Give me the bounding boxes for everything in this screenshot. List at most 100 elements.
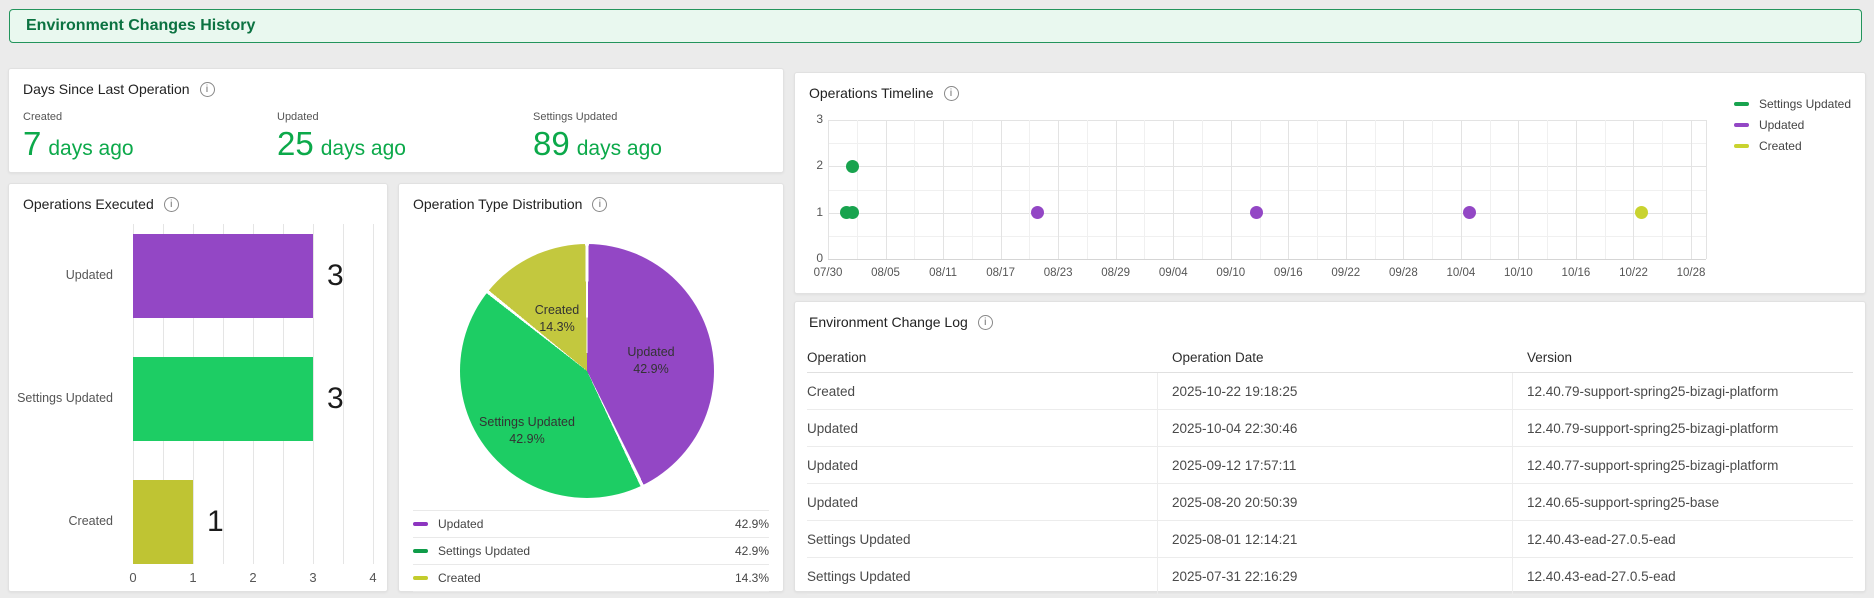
gridline: [1374, 120, 1376, 259]
bar-value-label: 3: [327, 259, 344, 292]
bar-settings-updated: [133, 357, 313, 441]
gridline: [343, 224, 344, 564]
gridline: [1115, 120, 1117, 259]
gridline: [1575, 120, 1577, 259]
pie-slice-pct: 42.9%: [509, 431, 545, 446]
timeline-legend: Settings Updated Updated Created: [1733, 97, 1851, 160]
gridline: [828, 189, 1706, 191]
page-title: Environment Changes History: [26, 17, 256, 34]
info-icon[interactable]: i: [943, 85, 959, 101]
legend-item-created: Created: [1733, 139, 1851, 153]
legend-label: Created: [438, 571, 481, 585]
version-cell: 12.40.79-support-spring25-bizagi-platfor…: [1512, 410, 1853, 446]
gridline: [828, 120, 829, 259]
timeline-point-updated: [1031, 206, 1045, 220]
table-header-row: Operation Operation Date Version: [807, 342, 1853, 373]
gridline: [1604, 120, 1606, 259]
gridline: [1403, 120, 1405, 259]
pie-slice-name: Settings Updated: [479, 415, 575, 429]
legend-label: Settings Updated: [438, 544, 531, 558]
gridline: [1317, 120, 1319, 259]
metric-value: 25 days ago: [277, 125, 406, 162]
legend-swatch: [413, 549, 428, 553]
operation-date-cell: 2025-08-01 12:14:21: [1157, 521, 1512, 557]
panel-environment-change-log: Environment Change Log i Operation Operat…: [794, 301, 1866, 595]
x-tick-label: 08/29: [1101, 267, 1131, 279]
change-log-table: Operation Operation Date Version Created 20…: [807, 342, 1853, 595]
gridline: [828, 235, 1706, 237]
operation-cell: Updated: [807, 457, 859, 473]
table-row: Updated 2025-10-04 22:30:46 12.40.79-suppo…: [807, 410, 1853, 447]
operation-cell: Settings Updated: [807, 531, 911, 547]
table-row: Updated 2025-09-12 17:57:11 12.40.77-suppo…: [807, 447, 1853, 484]
x-tick-label: 10/22: [1619, 267, 1648, 279]
table-row: Settings Updated 2025-08-01 12:14:21 12.40…: [807, 521, 1853, 558]
bar-updated: [133, 234, 313, 318]
bar-category-label: Created: [68, 514, 113, 528]
operation-cell: Updated: [807, 420, 859, 436]
operation-date-cell: 2025-10-04 22:30:46: [1157, 410, 1512, 446]
gridline: [1547, 120, 1549, 259]
table-row: Settings Updated 2025-07-31 22:16:29 12.40…: [807, 558, 1853, 595]
version-cell: 12.40.43-ead-27.0.5-ead: [1512, 521, 1853, 557]
info-icon[interactable]: i: [592, 196, 608, 212]
timeline-point-created: [1634, 206, 1648, 220]
table-row: Updated 2025-08-20 20:50:39 12.40.65-suppo…: [807, 484, 1853, 521]
metric-value: 7 days ago: [23, 125, 134, 162]
pie-slice-pct: 42.9%: [633, 361, 669, 376]
gridline: [828, 166, 1706, 168]
operation-date-cell: 2025-09-12 17:57:11: [1157, 447, 1512, 483]
x-tick-label: 10/28: [1676, 267, 1706, 279]
metric-settings-updated: Settings Updated 89 days ago: [533, 111, 662, 160]
column-header: Operation Date: [1172, 349, 1264, 365]
x-tick-label: 09/16: [1273, 267, 1303, 279]
y-tick-label: 2: [816, 158, 823, 173]
pie-panel-title: Operation Type Distribution: [413, 196, 583, 212]
x-tick-label: 0: [129, 570, 137, 585]
legend-item-updated: Updated: [1733, 118, 1851, 132]
metric-updated: Updated 25 days ago: [277, 111, 406, 160]
panel-operations-executed: Operations Executed i Updated 3 Settings U…: [8, 183, 388, 592]
version-cell: 12.40.79-support-spring25-bizagi-platfor…: [1512, 373, 1853, 409]
legend-item-settings-updated: Settings Updated 42.9%: [413, 537, 769, 564]
x-tick-label: 08/11: [929, 267, 958, 279]
x-tick-label: 09/04: [1158, 267, 1188, 279]
operation-cell: Updated: [807, 494, 859, 510]
legend-percent: 42.9%: [734, 544, 769, 558]
info-icon[interactable]: i: [163, 196, 179, 212]
legend-swatch: [413, 576, 428, 580]
info-icon[interactable]: i: [199, 81, 215, 97]
x-tick-label: 07/30: [813, 267, 843, 279]
operation-date-cell: 2025-07-31 22:16:29: [1157, 558, 1512, 594]
gridline: [1201, 120, 1203, 259]
legend-label: Settings Updated: [1758, 97, 1851, 111]
x-tick-label: 10/16: [1561, 267, 1591, 279]
x-tick-label: 2: [249, 570, 257, 585]
legend-swatch: [1733, 102, 1749, 106]
pie-slice-name: Created: [534, 303, 580, 317]
metric-label: Created: [23, 111, 63, 123]
gridline: [1691, 120, 1692, 259]
legend-label: Updated: [438, 517, 484, 531]
gridline: [1662, 120, 1664, 259]
gridline: [1288, 120, 1290, 259]
gridline: [1259, 120, 1261, 259]
table-row: Created 2025-10-22 19:18:25 12.40.79-suppo…: [807, 373, 1853, 410]
operation-cell: Created: [807, 383, 856, 399]
x-tick-label: 10/10: [1504, 267, 1533, 279]
version-cell: 12.40.43-ead-27.0.5-ead: [1512, 558, 1853, 594]
x-tick-label: 4: [369, 570, 377, 585]
x-tick-label: 1: [189, 570, 197, 585]
legend-label: Updated: [1758, 118, 1805, 132]
bar-value-label: 3: [327, 382, 344, 415]
info-icon[interactable]: i: [977, 314, 993, 330]
timeline-point-settings-updated: [846, 206, 860, 220]
panel-operation-type-distribution: Operation Type Distribution i Updated 42.…: [398, 183, 784, 592]
gridline: [856, 120, 858, 259]
gridline: [313, 224, 314, 564]
gridline: [1460, 120, 1462, 259]
legend-swatch: [1733, 123, 1749, 127]
legend-item-created: Created 14.3%: [413, 564, 769, 592]
version-cell: 12.40.65-support-spring25-base: [1512, 484, 1853, 520]
